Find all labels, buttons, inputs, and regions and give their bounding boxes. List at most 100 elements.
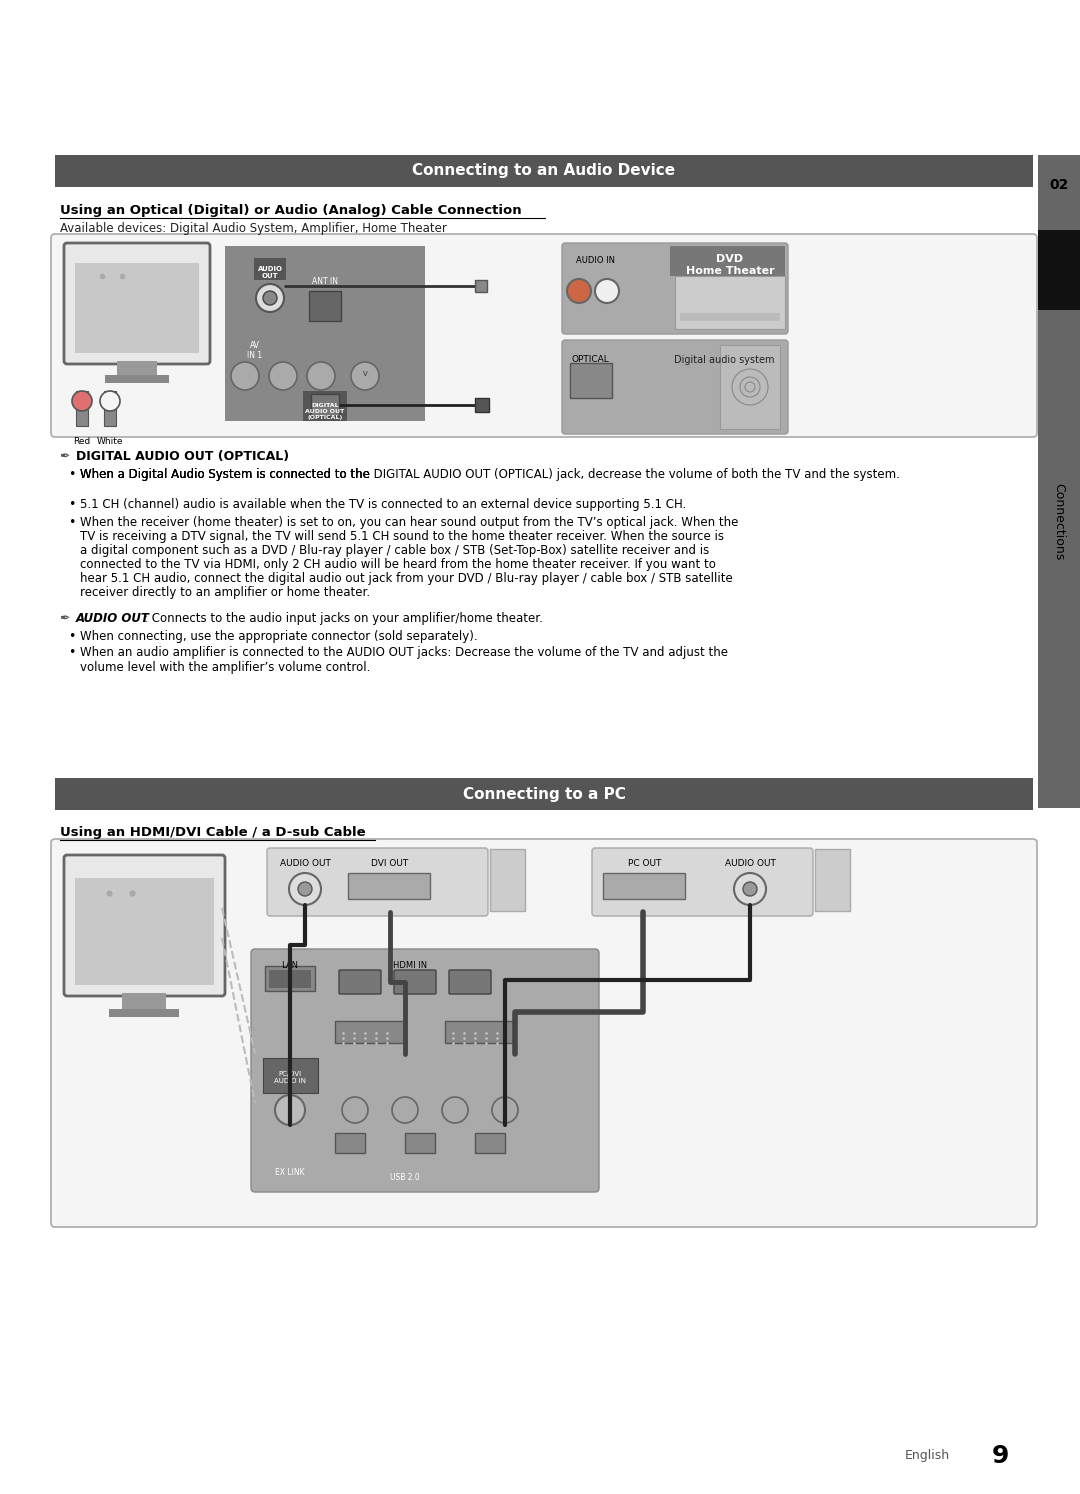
Circle shape bbox=[392, 1097, 418, 1123]
Text: When the receiver (home theater) is set to on, you can hear sound output from th: When the receiver (home theater) is set … bbox=[80, 515, 739, 529]
Circle shape bbox=[743, 881, 757, 896]
Text: Connecting to an Audio Device: Connecting to an Audio Device bbox=[413, 163, 676, 178]
FancyBboxPatch shape bbox=[562, 244, 788, 335]
Text: receiver directly to an amplifier or home theater.: receiver directly to an amplifier or hom… bbox=[80, 586, 370, 599]
Bar bbox=[475, 1132, 505, 1153]
Text: 5.1 CH (channel) audio is available when the TV is connected to an external devi: 5.1 CH (channel) audio is available when… bbox=[80, 498, 686, 511]
Circle shape bbox=[298, 881, 312, 896]
Text: DVD: DVD bbox=[716, 254, 743, 264]
Bar bbox=[117, 362, 157, 376]
Bar bbox=[490, 849, 525, 911]
Bar bbox=[75, 263, 199, 353]
Text: When an audio amplifier is connected to the AUDIO OUT jacks: Decrease the volume: When an audio amplifier is connected to … bbox=[80, 645, 728, 674]
Text: DVI OUT: DVI OUT bbox=[372, 859, 408, 868]
Bar bbox=[475, 397, 489, 412]
Text: When a Digital Audio System is connected to the: When a Digital Audio System is connected… bbox=[80, 468, 374, 481]
Text: ✒: ✒ bbox=[60, 450, 75, 463]
Text: hear 5.1 CH audio, connect the digital audio out jack from your DVD / Blu-ray pl: hear 5.1 CH audio, connect the digital a… bbox=[80, 572, 732, 586]
Bar bbox=[335, 1020, 405, 1043]
Text: When a Digital Audio System is connected to the: When a Digital Audio System is connected… bbox=[80, 468, 374, 481]
Circle shape bbox=[275, 1095, 305, 1125]
Text: ✒: ✒ bbox=[60, 613, 75, 624]
FancyBboxPatch shape bbox=[339, 970, 381, 994]
FancyBboxPatch shape bbox=[51, 235, 1037, 438]
Circle shape bbox=[256, 284, 284, 312]
Text: USB 2.0: USB 2.0 bbox=[390, 1173, 420, 1182]
Bar bbox=[75, 878, 214, 985]
Text: HDMI IN: HDMI IN bbox=[393, 961, 427, 970]
FancyBboxPatch shape bbox=[64, 244, 210, 365]
Text: •: • bbox=[68, 498, 76, 511]
Text: ANT IN: ANT IN bbox=[312, 276, 338, 285]
Text: AV
IN 1: AV IN 1 bbox=[247, 341, 262, 360]
Bar bbox=[348, 872, 430, 899]
Text: EX LINK: EX LINK bbox=[275, 1168, 305, 1177]
FancyBboxPatch shape bbox=[64, 855, 225, 996]
Circle shape bbox=[72, 391, 92, 411]
Text: Red: Red bbox=[73, 438, 91, 447]
Text: PC OUT: PC OUT bbox=[629, 859, 662, 868]
Bar bbox=[670, 247, 785, 276]
Text: Available devices: Digital Audio System, Amplifier, Home Theater: Available devices: Digital Audio System,… bbox=[60, 223, 447, 235]
Circle shape bbox=[269, 362, 297, 390]
FancyBboxPatch shape bbox=[251, 949, 599, 1192]
Bar bbox=[1038, 155, 1080, 808]
Text: When connecting, use the appropriate connector (sold separately).: When connecting, use the appropriate con… bbox=[80, 630, 477, 642]
Text: : Connects to the audio input jacks on your amplifier/home theater.: : Connects to the audio input jacks on y… bbox=[144, 613, 543, 624]
Bar bbox=[1038, 230, 1080, 309]
Text: •: • bbox=[68, 468, 76, 481]
Bar bbox=[570, 363, 612, 397]
Text: Connecting to a PC: Connecting to a PC bbox=[462, 786, 625, 801]
Text: •: • bbox=[68, 515, 76, 529]
Circle shape bbox=[264, 291, 276, 305]
Text: AUDIO IN: AUDIO IN bbox=[576, 255, 615, 264]
Bar bbox=[225, 247, 426, 421]
Bar bbox=[303, 391, 347, 421]
Bar bbox=[109, 1008, 179, 1017]
Text: White: White bbox=[97, 438, 123, 447]
Bar bbox=[55, 778, 1032, 810]
FancyBboxPatch shape bbox=[51, 840, 1037, 1227]
Bar bbox=[675, 276, 785, 329]
Bar bbox=[445, 1020, 515, 1043]
Bar bbox=[815, 849, 850, 911]
FancyBboxPatch shape bbox=[267, 849, 488, 916]
Bar bbox=[720, 345, 780, 429]
Circle shape bbox=[100, 391, 120, 411]
Circle shape bbox=[442, 1097, 468, 1123]
Bar bbox=[269, 970, 311, 988]
Text: Home Theater: Home Theater bbox=[686, 266, 774, 276]
FancyBboxPatch shape bbox=[449, 970, 491, 994]
Circle shape bbox=[289, 872, 321, 905]
Text: Using an HDMI/DVI Cable / a D-sub Cable: Using an HDMI/DVI Cable / a D-sub Cable bbox=[60, 826, 366, 840]
Text: DIGITAL AUDIO OUT (OPTICAL): DIGITAL AUDIO OUT (OPTICAL) bbox=[76, 450, 289, 463]
Bar bbox=[254, 258, 286, 279]
Text: PC/DVI
AUDIO IN: PC/DVI AUDIO IN bbox=[274, 1071, 306, 1085]
Bar bbox=[311, 394, 339, 415]
FancyBboxPatch shape bbox=[562, 341, 788, 433]
Bar bbox=[335, 1132, 365, 1153]
Circle shape bbox=[567, 279, 591, 303]
Bar bbox=[104, 391, 116, 426]
Text: 9: 9 bbox=[991, 1445, 1009, 1469]
Circle shape bbox=[734, 872, 766, 905]
Circle shape bbox=[307, 362, 335, 390]
Text: 02: 02 bbox=[1050, 178, 1069, 193]
Bar bbox=[265, 967, 315, 991]
FancyBboxPatch shape bbox=[394, 970, 436, 994]
Circle shape bbox=[231, 362, 259, 390]
Text: Digital audio system: Digital audio system bbox=[675, 356, 775, 365]
Text: OPTICAL: OPTICAL bbox=[571, 356, 609, 365]
Circle shape bbox=[595, 279, 619, 303]
Text: •: • bbox=[68, 630, 76, 642]
Text: AUDIO OUT: AUDIO OUT bbox=[280, 859, 330, 868]
Text: AUDIO OUT: AUDIO OUT bbox=[76, 613, 150, 624]
Text: TV is receiving a DTV signal, the TV will send 5.1 CH sound to the home theater : TV is receiving a DTV signal, the TV wil… bbox=[80, 530, 724, 542]
Text: English: English bbox=[905, 1449, 950, 1463]
Bar bbox=[475, 279, 487, 291]
Text: AUDIO
OUT: AUDIO OUT bbox=[257, 266, 283, 279]
Text: DIGITAL
AUDIO OUT
(OPTICAL): DIGITAL AUDIO OUT (OPTICAL) bbox=[306, 403, 345, 420]
Circle shape bbox=[492, 1097, 518, 1123]
FancyBboxPatch shape bbox=[592, 849, 813, 916]
Bar bbox=[105, 375, 168, 382]
